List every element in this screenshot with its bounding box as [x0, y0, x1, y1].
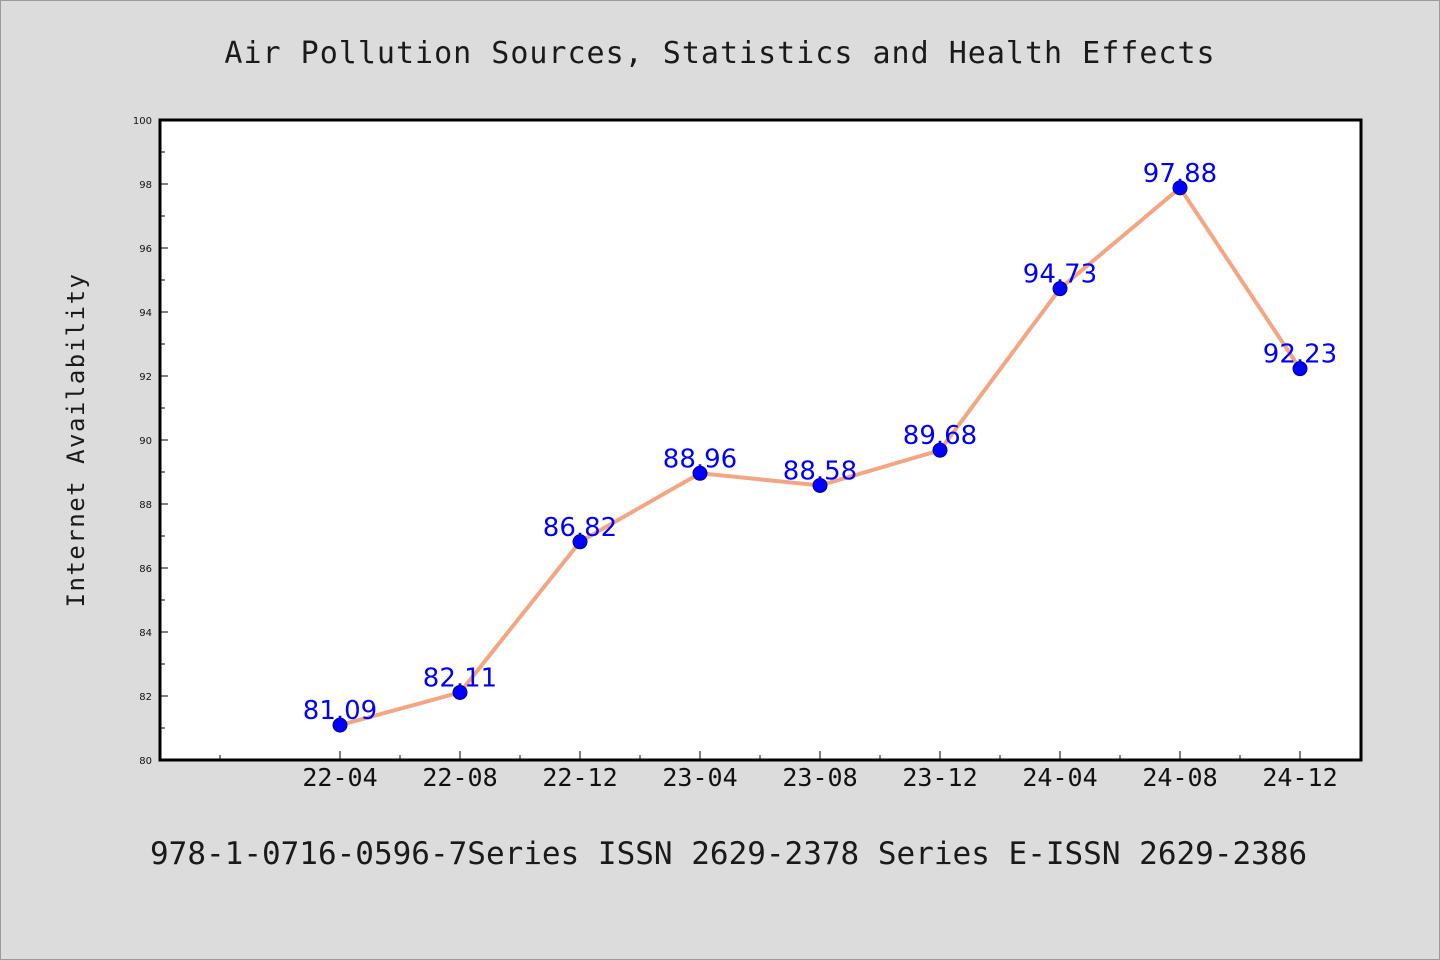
x-axis: 22-04 22-08 22-12 23-04 23-08 23-12 24-04 24-08…: [219, 751, 1338, 792]
data-point: [1172, 180, 1188, 196]
data-point: [812, 477, 828, 493]
data-label: 82.11: [423, 663, 497, 693]
x-tick-label: 23-08: [782, 763, 857, 792]
data-point: [1052, 281, 1068, 297]
x-tick-label: 22-12: [542, 763, 617, 792]
footer-text: 978-1-0716-0596-7Series ISSN 2629-2378 S…: [150, 836, 1307, 872]
y-tick-label: 96: [139, 244, 152, 255]
x-tick-label: 22-08: [422, 763, 497, 792]
chart-title: Air Pollution Sources, Statistics and He…: [224, 36, 1215, 71]
x-tick-label: 23-12: [902, 763, 977, 792]
y-axis-label: Internet Availability: [62, 273, 90, 608]
y-tick-label: 100: [133, 116, 152, 127]
plot-area: [160, 120, 1361, 760]
y-tick-label: 82: [139, 692, 152, 703]
x-tick-label: 24-12: [1262, 763, 1337, 792]
data-label: 97.88: [1143, 159, 1217, 189]
data-point: [932, 442, 948, 458]
plot-border: [158, 118, 1363, 762]
x-tick-label: 24-08: [1142, 763, 1217, 792]
data-markers: [332, 180, 1308, 733]
x-tick-label: 22-04: [302, 763, 377, 792]
x-tick-label: 23-04: [662, 763, 737, 792]
data-label: 81.09: [303, 696, 377, 726]
y-tick-label: 90: [139, 436, 152, 447]
data-label: 88.58: [783, 456, 857, 486]
y-tick-label: 86: [139, 564, 152, 575]
data-point: [572, 534, 588, 550]
data-point: [692, 465, 708, 481]
y-tick-label: 92: [139, 372, 152, 383]
y-axis: 80 82 84 86 88 90 92 94 96 98 100: [133, 116, 168, 767]
data-label: 92.23: [1263, 340, 1337, 370]
y-tick-label: 98: [139, 180, 152, 191]
y-tick-label: 88: [139, 500, 152, 511]
data-label: 89.68: [903, 421, 977, 451]
x-tick-label: 24-04: [1022, 763, 1097, 792]
data-labels: 81.09 82.11 86.82 88.96 88.58 89.68 94.73 97.88…: [303, 159, 1337, 726]
data-label: 86.82: [543, 513, 617, 543]
y-tick-label: 84: [139, 628, 152, 639]
data-point: [452, 684, 468, 700]
data-point: [332, 717, 348, 733]
data-label: 94.73: [1023, 260, 1097, 290]
data-point: [1292, 361, 1308, 377]
data-label: 88.96: [663, 444, 737, 474]
y-tick-label: 80: [139, 756, 152, 767]
y-tick-label: 94: [139, 308, 152, 319]
